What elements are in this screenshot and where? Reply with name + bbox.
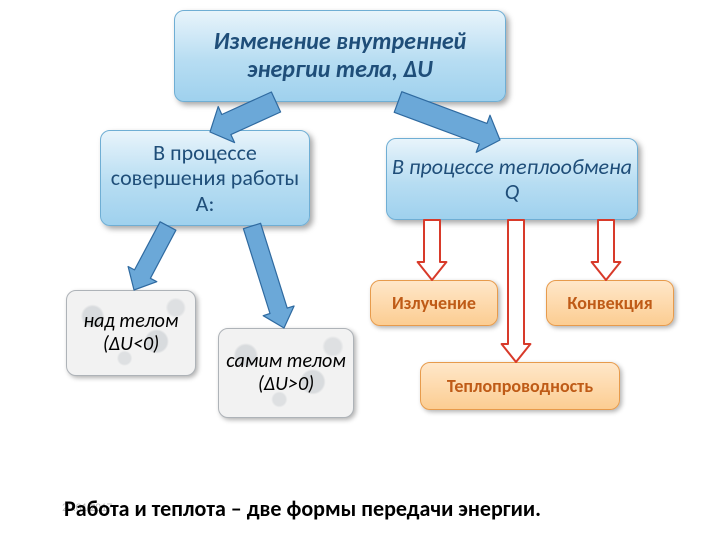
right-node-label: В процессе теплообмена Q xyxy=(387,154,637,205)
leaf-over-body-label: над телом (ΔU<0) xyxy=(67,310,195,356)
left-node-label: В процессе совершения работы А: xyxy=(101,140,309,216)
leaf-conduction: Теплопроводность xyxy=(420,362,620,410)
leaf-convection-label: Конвекция xyxy=(567,293,652,314)
root-node: Изменение внутренней энергии тела, ΔU xyxy=(174,10,506,102)
right-node-heat: В процессе теплообмена Q xyxy=(386,138,638,220)
leaf-radiation-label: Излучение xyxy=(392,293,476,314)
leaf-convection: Конвекция xyxy=(546,280,674,326)
leaf-by-body: самим телом (ΔU>0) xyxy=(218,328,354,418)
leaf-over-body: над телом (ΔU<0) xyxy=(66,290,196,376)
left-node-work: В процессе совершения работы А: xyxy=(100,130,310,226)
leaf-by-body-label: самим телом (ΔU>0) xyxy=(219,350,353,396)
leaf-radiation: Излучение xyxy=(370,280,498,326)
leaf-conduction-label: Теплопроводность xyxy=(447,376,593,397)
root-label: Изменение внутренней энергии тела, ΔU xyxy=(175,28,505,83)
footer-text: Работа и теплота – две формы передачи эн… xyxy=(64,495,664,522)
